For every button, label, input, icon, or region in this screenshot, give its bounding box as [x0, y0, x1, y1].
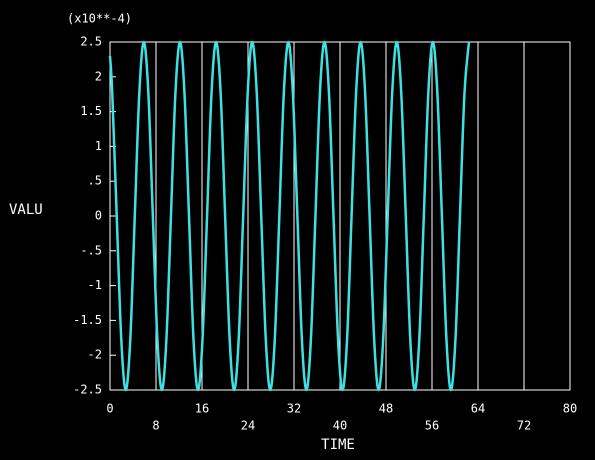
x-tick-label: 8 — [152, 419, 159, 433]
x-tick-label: 72 — [517, 419, 531, 433]
y-tick-label: -.5 — [80, 243, 102, 257]
y-axis-label: VALU — [9, 202, 43, 218]
x-tick-label: 80 — [563, 402, 577, 416]
y-tick-label: -1 — [88, 278, 102, 292]
y-tick-label: -2.5 — [73, 383, 102, 397]
x-tick-label: 24 — [241, 419, 255, 433]
x-tick-label: 64 — [471, 402, 485, 416]
x-tick-label: 16 — [195, 402, 209, 416]
x-tick-label: 40 — [333, 419, 347, 433]
y-tick-label: -2 — [88, 348, 102, 362]
x-axis-label: TIME — [321, 437, 355, 453]
y-tick-label: 2 — [95, 69, 102, 83]
y-tick-label: -1.5 — [73, 313, 102, 327]
y-tick-label: 2.5 — [80, 35, 102, 49]
y-multiplier: (x10**-4) — [67, 12, 132, 26]
y-tick-label: 1.5 — [80, 104, 102, 118]
y-tick-label: 1 — [95, 139, 102, 153]
x-tick-label: 0 — [106, 402, 113, 416]
x-tick-label: 32 — [287, 402, 301, 416]
x-tick-label: 48 — [379, 402, 393, 416]
y-tick-label: 0 — [95, 209, 102, 223]
x-tick-label: 56 — [425, 419, 439, 433]
y-tick-label: .5 — [88, 174, 102, 188]
data-line — [108, 40, 471, 392]
